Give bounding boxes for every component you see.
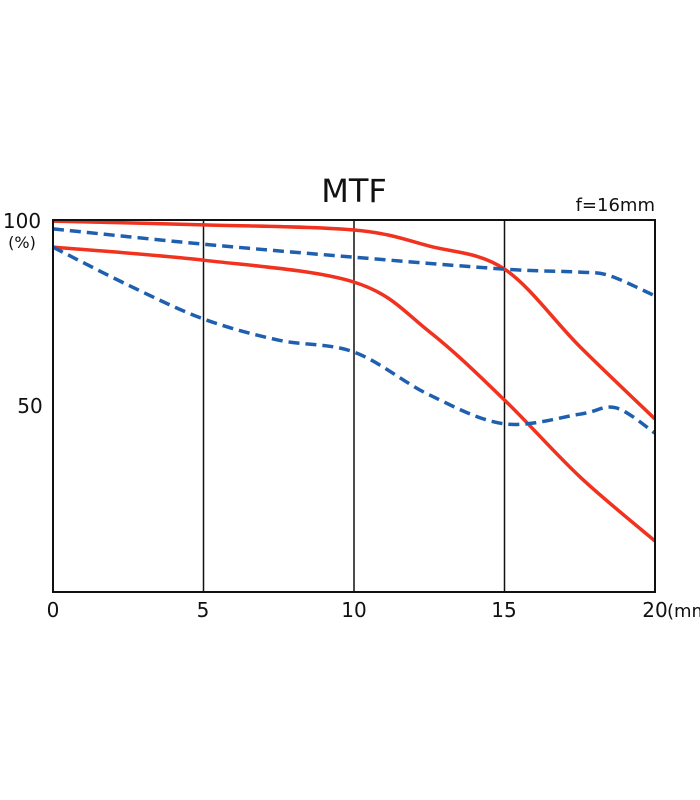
series-line-sagittal-high bbox=[52, 219, 657, 421]
chart-title: MTF bbox=[321, 172, 387, 210]
series-line-meridional-high bbox=[52, 227, 656, 298]
y-tick-50: 50 bbox=[17, 394, 42, 418]
x-tick-10: 10 bbox=[341, 598, 366, 622]
x-tick-20: 20 bbox=[642, 598, 667, 622]
chart-subtitle: f=16mm bbox=[576, 195, 655, 216]
y-axis-label: (%) bbox=[8, 233, 36, 252]
x-tick-5: 5 bbox=[197, 598, 210, 622]
series-line-sagittal-low bbox=[52, 245, 657, 543]
y-tick-100: 100 bbox=[3, 209, 41, 233]
x-tick-15: 15 bbox=[491, 598, 516, 622]
plot-frame bbox=[52, 219, 656, 593]
x-tick-0: 0 bbox=[47, 598, 60, 622]
x-axis-label: (mm) bbox=[667, 601, 700, 622]
